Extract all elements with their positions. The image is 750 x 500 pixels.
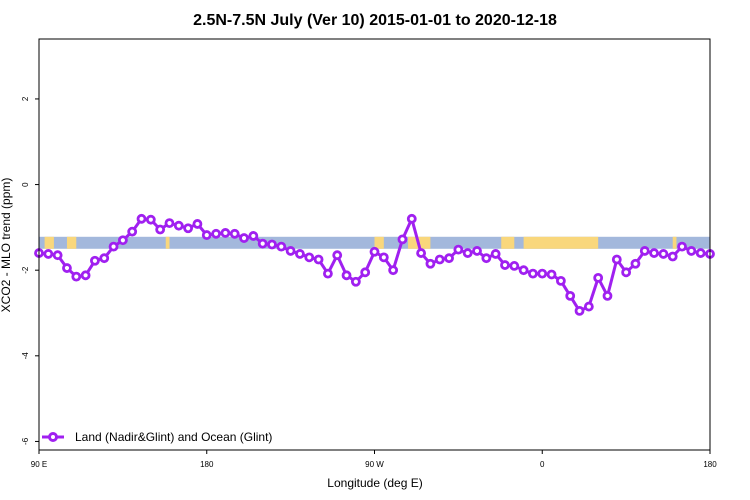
data-point	[695, 248, 706, 258]
data-point	[313, 254, 324, 265]
data-point	[360, 267, 371, 278]
data-point	[453, 244, 464, 255]
data-point	[71, 271, 82, 282]
data-point	[248, 231, 259, 241]
data-point	[472, 246, 482, 256]
data-point	[537, 268, 548, 279]
y-tick-label: -2	[21, 266, 30, 274]
x-tick-label: 90 E	[31, 460, 47, 469]
data-point	[80, 270, 91, 281]
y-tick-label: 2	[21, 96, 30, 101]
x-axis-ticks: 90 E 180 90 W 0 180	[31, 450, 717, 469]
data-point	[192, 219, 203, 229]
y-tick-label: -6	[21, 437, 30, 445]
data-point	[145, 214, 156, 225]
land-band-segment	[66, 236, 77, 249]
x-tick-label: 180	[200, 460, 214, 469]
data-point	[229, 228, 240, 239]
data-point	[621, 267, 632, 278]
land-band-segment	[44, 236, 54, 249]
data-point	[416, 248, 426, 258]
data-point	[490, 249, 501, 259]
legend-label: Land (Nadir&Glint) and Ocean (Glint)	[75, 430, 272, 444]
data-point	[500, 260, 510, 270]
land-band-segment	[523, 236, 599, 249]
series-points-group	[34, 213, 715, 316]
data-point	[481, 253, 492, 264]
data-point	[649, 248, 659, 258]
data-point	[304, 252, 315, 263]
x-tick-label: 90 W	[365, 460, 384, 469]
data-point	[677, 241, 687, 252]
land-band-segment	[165, 236, 170, 249]
data-point	[602, 290, 613, 301]
data-point	[99, 253, 110, 264]
data-point	[220, 228, 231, 238]
x-tick-label: 0	[540, 460, 545, 469]
data-point	[528, 268, 538, 279]
x-tick-label: 180	[703, 460, 717, 469]
land-band-segment	[501, 236, 515, 249]
data-point	[276, 241, 287, 252]
data-point	[518, 265, 529, 276]
data-point	[406, 213, 417, 224]
legend-marker	[48, 432, 58, 442]
data-point	[658, 249, 669, 259]
data-point	[555, 275, 566, 286]
chart-title: 2.5N-7.5N July (Ver 10) 2015-01-01 to 20…	[193, 12, 557, 29]
y-tick-label: 0	[21, 182, 30, 187]
y-axis-label: XCO2 - MLO trend (ppm)	[0, 178, 13, 313]
data-point	[462, 248, 473, 258]
land-band-segment	[672, 236, 677, 249]
data-point	[164, 218, 175, 228]
data-point	[201, 230, 212, 240]
data-point	[425, 258, 436, 269]
data-point	[62, 263, 72, 273]
data-point	[667, 251, 678, 262]
data-point	[639, 246, 650, 256]
data-point	[332, 250, 343, 261]
data-point	[378, 252, 389, 263]
data-point	[43, 249, 54, 259]
data-point	[155, 224, 166, 235]
data-point	[52, 250, 63, 261]
data-point	[108, 241, 119, 252]
data-point	[267, 239, 277, 250]
data-point	[583, 301, 594, 312]
data-point	[686, 246, 697, 256]
data-point	[211, 228, 221, 239]
x-axis-label: Longitude (deg E)	[327, 476, 422, 490]
data-point	[574, 305, 585, 316]
data-point	[369, 246, 380, 257]
data-point	[388, 265, 399, 276]
data-point	[239, 233, 249, 243]
data-point	[136, 213, 147, 224]
data-point	[295, 249, 305, 259]
data-point	[444, 253, 454, 264]
data-point	[611, 254, 622, 265]
y-tick-label: -4	[21, 352, 30, 360]
data-point	[341, 270, 352, 281]
data-point	[90, 255, 100, 266]
data-point	[323, 268, 333, 279]
legend: Land (Nadir&Glint) and Ocean (Glint)	[42, 430, 272, 444]
y-axis-ticks: 2 0 -2 -4 -6	[21, 96, 39, 445]
data-point	[127, 226, 138, 237]
data-point	[257, 238, 268, 249]
data-point	[565, 290, 576, 301]
data-point	[434, 254, 445, 265]
data-point	[183, 223, 194, 234]
data-point	[285, 246, 296, 256]
data-point	[593, 272, 604, 283]
data-point	[546, 269, 557, 280]
data-point	[350, 276, 361, 287]
data-point	[117, 235, 128, 246]
data-point	[630, 258, 641, 269]
land-band-segment	[374, 236, 384, 249]
data-point	[397, 234, 408, 245]
data-point	[509, 261, 520, 271]
data-point	[173, 220, 184, 231]
